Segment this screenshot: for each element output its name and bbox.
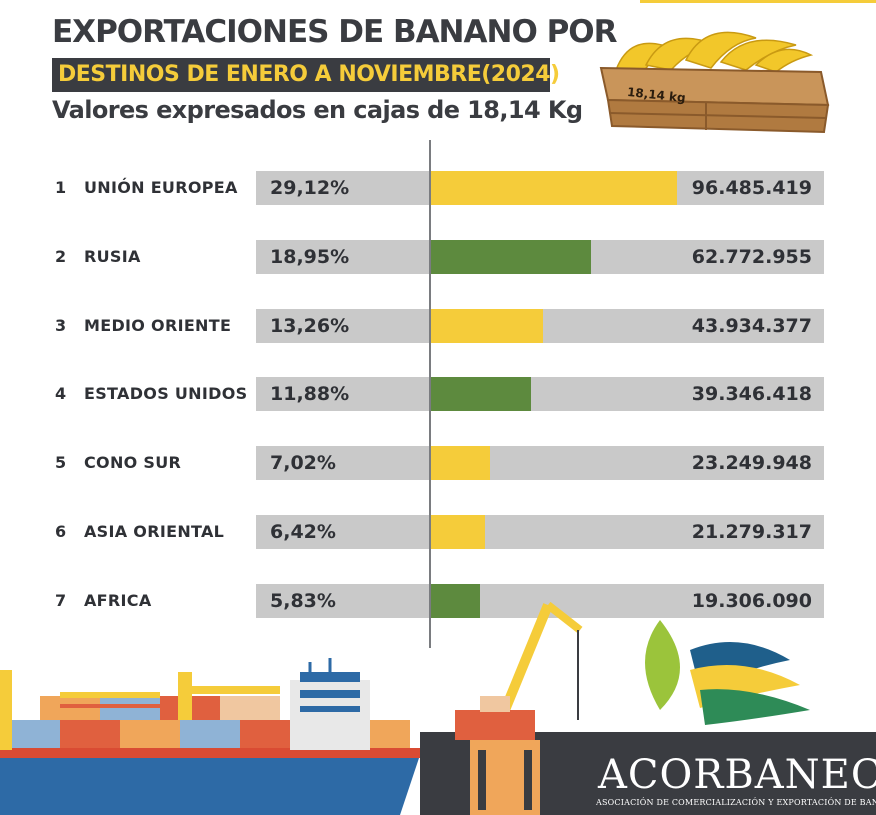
value-label: 23.249.948 bbox=[691, 452, 812, 475]
bar bbox=[431, 239, 591, 274]
banana-crate-icon bbox=[599, 31, 830, 134]
bar-background bbox=[431, 446, 824, 481]
bar-background bbox=[431, 515, 824, 549]
percent-label: 6,42% bbox=[270, 521, 336, 543]
percent-label: 5,83% bbox=[270, 589, 336, 612]
rank-label: 3 bbox=[55, 315, 67, 335]
chart-row: 6 ASIA ORIENTAL 6,42% 21.279.317 bbox=[0, 515, 876, 549]
rank-label: 2 bbox=[55, 246, 67, 266]
percent-background bbox=[256, 377, 430, 412]
chart-row: 7 AFRICA 5,83% 19.306.090 bbox=[0, 583, 876, 618]
chart-row: 3 MEDIO ORIENTE 13,26% 43.934.377 bbox=[0, 308, 876, 343]
port-crane-icon bbox=[455, 601, 583, 815]
chart-row: 1 UNIÓN EUROPEA 29,12% 96.485.419 bbox=[0, 171, 876, 205]
port-scene-illustration bbox=[0, 601, 876, 815]
category-label: UNIÓN EUROPEA bbox=[84, 178, 238, 197]
value-label: 19.306.090 bbox=[691, 589, 812, 612]
chart-row: 2 RUSIA 18,95% 62.772.955 bbox=[0, 239, 876, 274]
rank-label: 5 bbox=[55, 453, 67, 473]
percent-background bbox=[256, 171, 430, 205]
category-label: RUSIA bbox=[84, 246, 141, 266]
subtitle: Valores expresados en cajas de 18,14 Kg bbox=[52, 96, 583, 124]
rank-label: 1 bbox=[55, 178, 67, 197]
percent-background bbox=[256, 446, 430, 481]
percent-label: 11,88% bbox=[270, 383, 350, 406]
percent-background bbox=[256, 515, 430, 549]
top-accent-line bbox=[640, 0, 876, 3]
percent-label: 13,26% bbox=[270, 314, 350, 337]
chart-row: 5 CONO SUR 7,02% 23.249.948 bbox=[0, 446, 876, 481]
bar bbox=[431, 446, 490, 481]
ship-bridge-icon bbox=[290, 658, 370, 750]
percent-label: 18,95% bbox=[270, 245, 350, 268]
ship-hull-icon bbox=[0, 755, 420, 815]
percent-label: 29,12% bbox=[270, 177, 350, 199]
rank-label: 4 bbox=[55, 384, 67, 404]
percent-background bbox=[256, 308, 430, 343]
value-label: 96.485.419 bbox=[691, 177, 812, 199]
category-label: ESTADOS UNIDOS bbox=[84, 384, 248, 404]
percent-background bbox=[256, 583, 430, 618]
category-label: CONO SUR bbox=[84, 453, 182, 473]
value-label: 21.279.317 bbox=[691, 521, 812, 543]
percent-label: 7,02% bbox=[270, 452, 336, 475]
rank-label: 6 bbox=[55, 522, 67, 541]
bar bbox=[431, 171, 677, 205]
category-label: MEDIO ORIENTE bbox=[84, 315, 232, 335]
value-label: 62.772.955 bbox=[691, 245, 812, 268]
category-label: AFRICA bbox=[84, 590, 152, 610]
bar-background bbox=[431, 583, 824, 618]
chart-row: 4 ESTADOS UNIDOS 11,88% 39.346.418 bbox=[0, 377, 876, 412]
value-label: 39.346.418 bbox=[691, 383, 812, 406]
brand-subtitle: ASOCIACIÓN DE COMERCIALIZACIÓN Y EXPORTA… bbox=[596, 798, 876, 807]
bar bbox=[431, 308, 543, 343]
bar bbox=[431, 515, 485, 549]
chart-axis-line bbox=[429, 140, 431, 648]
bar bbox=[431, 377, 531, 412]
category-label: ASIA ORIENTAL bbox=[84, 522, 225, 541]
value-label: 43.934.377 bbox=[691, 314, 812, 337]
percent-background bbox=[256, 239, 430, 274]
rank-label: 7 bbox=[55, 590, 67, 610]
bar bbox=[431, 583, 480, 618]
acorbanec-logo-icon bbox=[645, 620, 810, 725]
title-line-2: DESTINOS DE ENERO A NOVIEMBRE(2024) bbox=[52, 58, 560, 92]
title-line-1: EXPORTACIONES DE BANANO POR bbox=[52, 14, 618, 50]
brand-name: ACORBANEC bbox=[598, 752, 876, 798]
